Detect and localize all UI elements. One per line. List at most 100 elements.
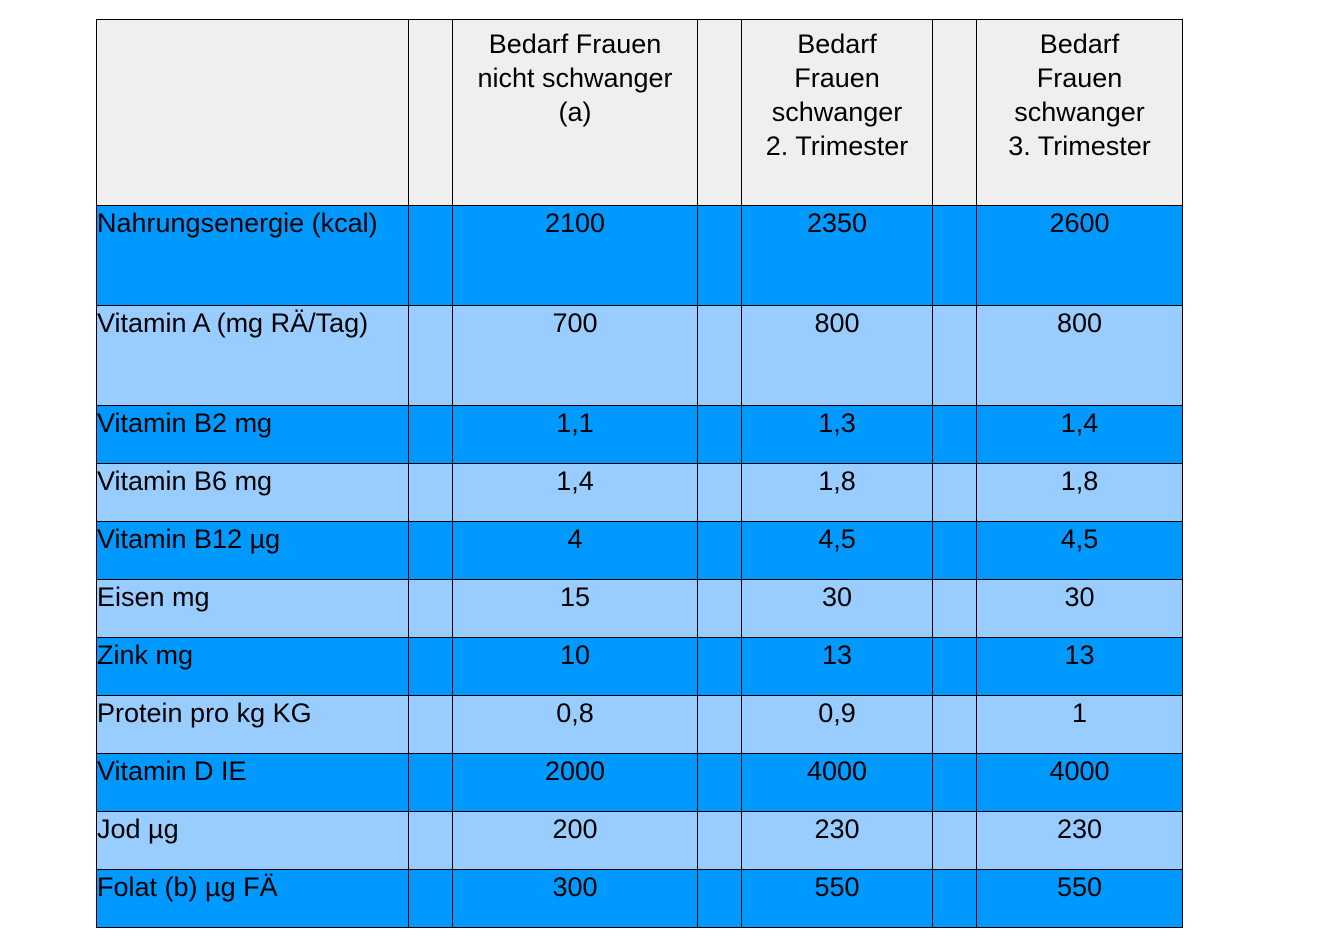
table-row: Vitamin D IE 2000 4000 4000 [96, 753, 1183, 812]
value-non-pregnant: 10 [452, 637, 698, 696]
gap-cell [932, 637, 977, 696]
header-label-cell [96, 19, 409, 206]
gap-cell [408, 637, 453, 696]
table-row: Vitamin B6 mg 1,4 1,8 1,8 [96, 463, 1183, 522]
gap-cell [408, 305, 453, 406]
table-header-row: Bedarf Frauen nicht schwanger (a) Bedarf… [96, 19, 1183, 206]
table-row: Eisen mg 15 30 30 [96, 579, 1183, 638]
gap-cell [697, 521, 742, 580]
gap-cell [932, 695, 977, 754]
gap-cell [932, 811, 977, 870]
value-3rd-trimester: 30 [976, 579, 1183, 638]
header-col-3rd-trimester: Bedarf Frauen schwanger 3. Trimester [976, 19, 1183, 206]
row-label: Vitamin B2 mg [96, 405, 409, 464]
value-2nd-trimester: 800 [741, 305, 933, 406]
value-non-pregnant: 700 [452, 305, 698, 406]
nutrient-requirements-table: Bedarf Frauen nicht schwanger (a) Bedarf… [96, 19, 1183, 928]
value-2nd-trimester: 550 [741, 869, 933, 928]
row-label: Vitamin B12 µg [96, 521, 409, 580]
table-row: Nahrungsenergie (kcal) 2100 2350 2600 [96, 205, 1183, 306]
gap-cell [408, 521, 453, 580]
table-row: Folat (b) µg FÄ 300 550 550 [96, 869, 1183, 928]
gap-cell [408, 405, 453, 464]
value-2nd-trimester: 2350 [741, 205, 933, 306]
value-non-pregnant: 1,4 [452, 463, 698, 522]
gap-cell [697, 463, 742, 522]
header-text: Bedarf Frauen schwanger 3. Trimester [1008, 29, 1151, 161]
value-2nd-trimester: 0,9 [741, 695, 933, 754]
value-non-pregnant: 2000 [452, 753, 698, 812]
value-3rd-trimester: 230 [976, 811, 1183, 870]
table-row: Vitamin A (mg RÄ/Tag) 700 800 800 [96, 305, 1183, 406]
table-row: Zink mg 10 13 13 [96, 637, 1183, 696]
header-gap-cell [408, 19, 453, 206]
gap-cell [697, 753, 742, 812]
gap-cell [408, 579, 453, 638]
table-row: Protein pro kg KG 0,8 0,9 1 [96, 695, 1183, 754]
row-label: Vitamin B6 mg [96, 463, 409, 522]
value-2nd-trimester: 30 [741, 579, 933, 638]
row-label: Eisen mg [96, 579, 409, 638]
header-text: Bedarf Frauen schwanger 2. Trimester [765, 29, 909, 161]
table-row: Jod µg 200 230 230 [96, 811, 1183, 870]
value-3rd-trimester: 800 [976, 305, 1183, 406]
value-3rd-trimester: 13 [976, 637, 1183, 696]
value-non-pregnant: 15 [452, 579, 698, 638]
gap-cell [932, 405, 977, 464]
value-2nd-trimester: 13 [741, 637, 933, 696]
row-label: Vitamin D IE [96, 753, 409, 812]
gap-cell [408, 205, 453, 306]
table-row: Vitamin B2 mg 1,1 1,3 1,4 [96, 405, 1183, 464]
header-gap-cell [932, 19, 977, 206]
row-label: Zink mg [96, 637, 409, 696]
header-text: Bedarf Frauen nicht schwanger (a) [477, 29, 673, 127]
value-3rd-trimester: 550 [976, 869, 1183, 928]
gap-cell [697, 405, 742, 464]
gap-cell [697, 205, 742, 306]
row-label: Nahrungsenergie (kcal) [96, 205, 409, 306]
gap-cell [408, 463, 453, 522]
value-non-pregnant: 300 [452, 869, 698, 928]
gap-cell [697, 695, 742, 754]
value-2nd-trimester: 230 [741, 811, 933, 870]
header-gap-cell [697, 19, 742, 206]
gap-cell [697, 869, 742, 928]
gap-cell [697, 811, 742, 870]
gap-cell [932, 305, 977, 406]
row-label: Folat (b) µg FÄ [96, 869, 409, 928]
gap-cell [932, 579, 977, 638]
value-3rd-trimester: 1,8 [976, 463, 1183, 522]
gap-cell [697, 305, 742, 406]
value-2nd-trimester: 4,5 [741, 521, 933, 580]
gap-cell [408, 811, 453, 870]
value-non-pregnant: 4 [452, 521, 698, 580]
gap-cell [932, 753, 977, 812]
header-col-2nd-trimester: Bedarf Frauen schwanger 2. Trimester [741, 19, 933, 206]
gap-cell [408, 695, 453, 754]
value-2nd-trimester: 1,8 [741, 463, 933, 522]
gap-cell [697, 579, 742, 638]
gap-cell [697, 637, 742, 696]
value-3rd-trimester: 4,5 [976, 521, 1183, 580]
row-label: Jod µg [96, 811, 409, 870]
value-non-pregnant: 2100 [452, 205, 698, 306]
value-non-pregnant: 1,1 [452, 405, 698, 464]
value-2nd-trimester: 4000 [741, 753, 933, 812]
gap-cell [932, 869, 977, 928]
gap-cell [932, 205, 977, 306]
header-col-non-pregnant: Bedarf Frauen nicht schwanger (a) [452, 19, 698, 206]
value-3rd-trimester: 4000 [976, 753, 1183, 812]
value-non-pregnant: 200 [452, 811, 698, 870]
gap-cell [932, 521, 977, 580]
value-3rd-trimester: 1,4 [976, 405, 1183, 464]
value-3rd-trimester: 1 [976, 695, 1183, 754]
row-label: Protein pro kg KG [96, 695, 409, 754]
value-2nd-trimester: 1,3 [741, 405, 933, 464]
gap-cell [408, 753, 453, 812]
gap-cell [932, 463, 977, 522]
value-3rd-trimester: 2600 [976, 205, 1183, 306]
table-row: Vitamin B12 µg 4 4,5 4,5 [96, 521, 1183, 580]
row-label: Vitamin A (mg RÄ/Tag) [96, 305, 409, 406]
gap-cell [408, 869, 453, 928]
value-non-pregnant: 0,8 [452, 695, 698, 754]
